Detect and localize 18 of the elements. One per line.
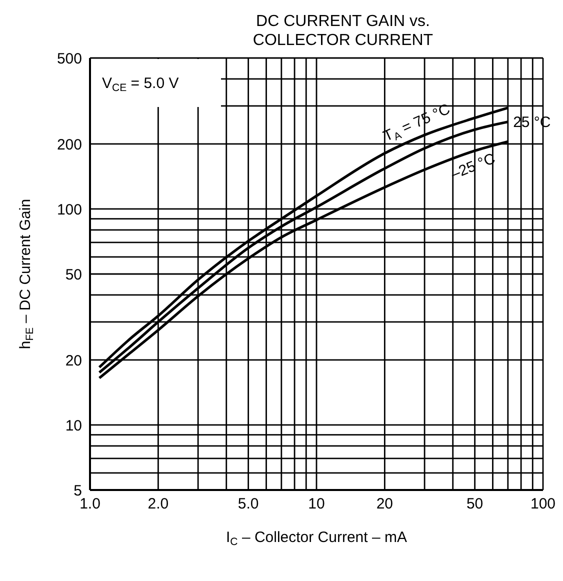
y-tick-label: 20 [65,352,82,370]
x-tick-label: 5.0 [238,496,259,513]
annotation: V$_{CE}$ = 5.0 V [102,75,179,94]
y-tick-label: 100 [56,201,82,218]
y-tick-label: 50 [65,266,82,284]
x-tick-label: 1.0 [80,496,100,513]
y-tick-label: 5 [74,482,82,500]
x-tick-label: 2.0 [148,496,169,513]
text: –25 °C [448,150,498,184]
x-tick-label: 10 [308,496,325,513]
x-tick-label: 50 [466,496,484,513]
chart-title: DC CURRENT GAIN vs. COLLECTOR CURRENT [252,12,434,50]
x-axis-title: I$_{C}$ – Collector Current – mA [226,529,407,548]
x-tick-label: 20 [376,496,394,513]
y-tick-label: 10 [65,417,82,434]
x-tick-label: 100 [530,496,556,513]
y-tick-label: 500 [56,50,82,68]
y-tick-label: 200 [56,136,82,154]
